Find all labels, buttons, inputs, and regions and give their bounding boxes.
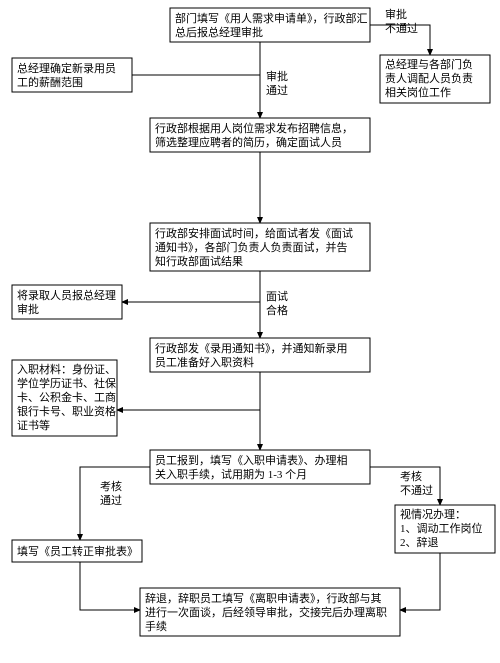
node-n2: 总经理确定新录用员 工的薪酬范围 [12,58,132,92]
node-n7: 行政部发《录用通知书》，并通知新录用 员工准备好入职资料 [150,338,370,372]
svg-text:填写《员工转正审批表》: 填写《员工转正审批表》 [17,544,138,558]
node-n12: 辞退，辞职员工填写《离职申请表》，行政部与其 进行一次面谈，后经领导审批，交接完… [140,588,400,636]
edge-n11-n12 [80,562,140,610]
edge-label-assess-yes: 考核 通过 [100,479,125,507]
node-n9: 员工报到，填写《入职申请表》、办理相 关入职手续，试用期为 1-3 个月 [150,450,370,484]
node-n1: 部门填写《用人需求申请单》，行政部汇 总后报总经理审批 [170,8,370,42]
edge-n10-n12 [400,553,440,610]
node-n11: 填写《员工转正审批表》 [12,540,142,562]
node-n4: 行政部根据用人岗位需求发布招聘信息， 筛选整理应聘者的简历，确定面试人员 [150,118,370,152]
node-n5: 行政部安排面试时间，给面试者发《面试 通知书》，各部门负责人负责面试，并告 知行… [150,223,370,271]
edge-label-assess-no: 考核 不通过 [400,469,433,497]
edge-label-approve-yes: 审批 通过 [266,69,291,97]
edge-label-approve-no: 审批 不通过 [385,7,418,35]
node-n6: 将录取人员报总经理 审批 [12,285,122,319]
node-n8: 入职材料：身份证、 学位学历证书、社保 卡、公积金卡、工商 银行卡号、职业资格 … [12,360,119,436]
node-n10: 视情况办理： 1、调动工作岗位 2、辞退 [395,505,495,553]
edge-label-interview-ok: 面试 合格 [266,290,291,317]
node-n3: 总经理与各部门负 责人调配人员负责 相关岗位工作 [380,55,490,103]
